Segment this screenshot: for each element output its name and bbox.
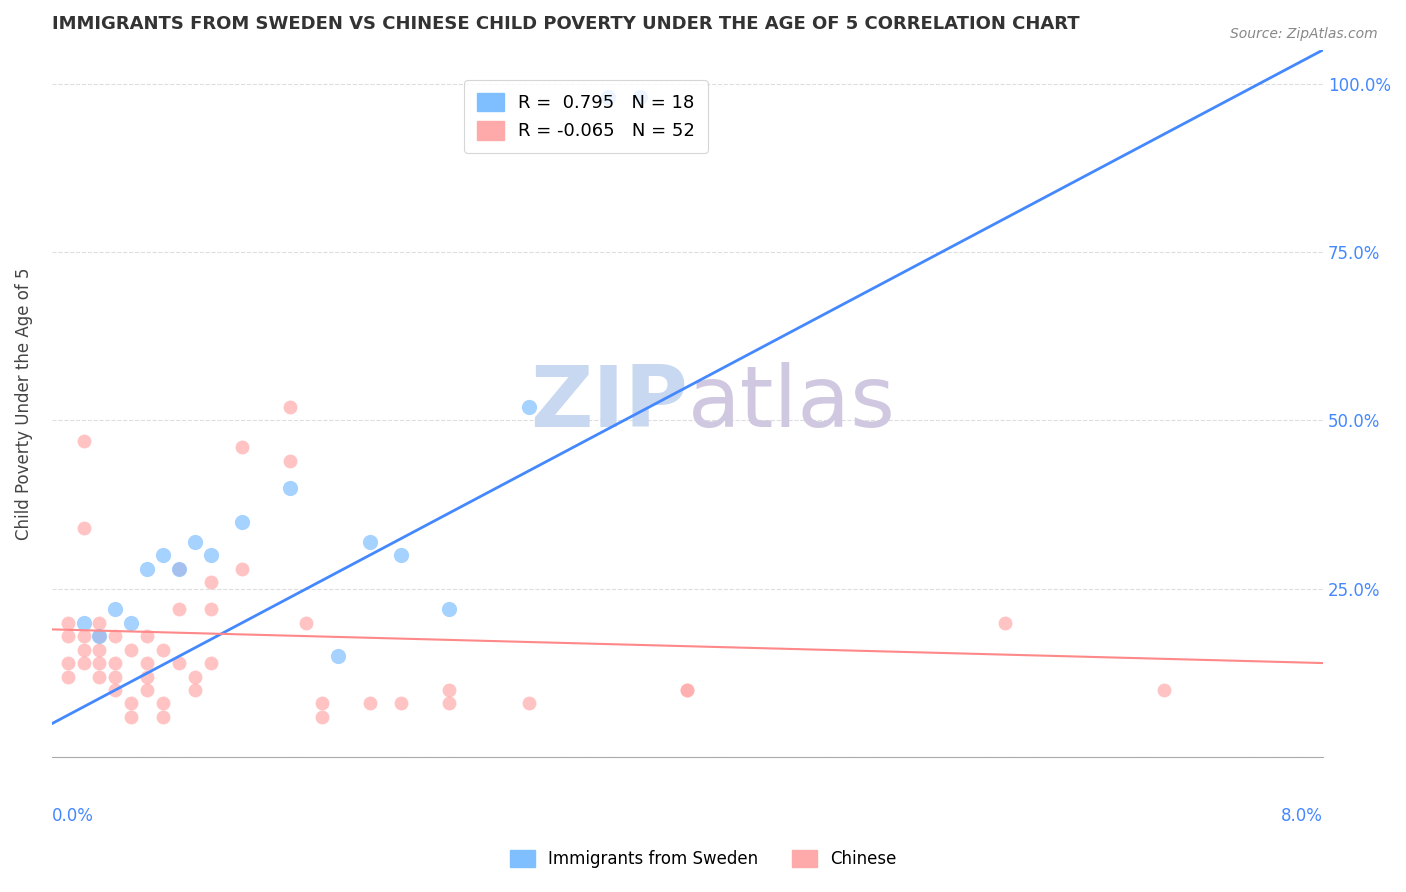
Point xyxy=(56,656,79,670)
Point xyxy=(89,615,111,630)
Point xyxy=(89,629,111,643)
Point xyxy=(184,669,207,683)
Point xyxy=(231,515,253,529)
Point xyxy=(152,642,174,657)
Point xyxy=(104,683,127,698)
Point xyxy=(152,710,174,724)
Point xyxy=(104,629,127,643)
Point xyxy=(200,656,222,670)
Point xyxy=(89,656,111,670)
Text: IMMIGRANTS FROM SWEDEN VS CHINESE CHILD POVERTY UNDER THE AGE OF 5 CORRELATION C: IMMIGRANTS FROM SWEDEN VS CHINESE CHILD … xyxy=(52,15,1080,33)
Point xyxy=(136,683,159,698)
Point xyxy=(231,441,253,455)
Point xyxy=(167,562,190,576)
Point xyxy=(120,615,142,630)
Legend: R =  0.795   N = 18, R = -0.065   N = 52: R = 0.795 N = 18, R = -0.065 N = 52 xyxy=(464,80,707,153)
Point xyxy=(359,534,381,549)
Point xyxy=(72,656,94,670)
Point xyxy=(104,656,127,670)
Point xyxy=(676,683,699,698)
Point xyxy=(72,615,94,630)
Point xyxy=(1153,683,1175,698)
Point xyxy=(152,697,174,711)
Point xyxy=(184,683,207,698)
Point xyxy=(72,642,94,657)
Point xyxy=(167,602,190,616)
Point xyxy=(167,562,190,576)
Point xyxy=(389,548,412,562)
Point xyxy=(359,697,381,711)
Point xyxy=(120,642,142,657)
Point xyxy=(72,629,94,643)
Point xyxy=(120,710,142,724)
Point xyxy=(200,548,222,562)
Point xyxy=(676,683,699,698)
Point xyxy=(104,602,127,616)
Point xyxy=(89,669,111,683)
Point xyxy=(56,615,79,630)
Point xyxy=(136,629,159,643)
Point xyxy=(311,710,333,724)
Point xyxy=(517,400,540,414)
Point xyxy=(200,602,222,616)
Y-axis label: Child Poverty Under the Age of 5: Child Poverty Under the Age of 5 xyxy=(15,268,32,540)
Point xyxy=(295,615,318,630)
Point xyxy=(167,656,190,670)
Text: Source: ZipAtlas.com: Source: ZipAtlas.com xyxy=(1230,27,1378,41)
Point xyxy=(56,629,79,643)
Point xyxy=(278,454,301,468)
Text: 0.0%: 0.0% xyxy=(52,807,94,825)
Point xyxy=(628,90,651,104)
Point xyxy=(326,649,349,664)
Point xyxy=(136,656,159,670)
Point xyxy=(278,481,301,495)
Point xyxy=(136,669,159,683)
Text: 8.0%: 8.0% xyxy=(1281,807,1323,825)
Text: ZIP: ZIP xyxy=(530,362,688,445)
Point xyxy=(200,575,222,590)
Point xyxy=(994,615,1017,630)
Point xyxy=(120,697,142,711)
Point xyxy=(517,697,540,711)
Point xyxy=(89,629,111,643)
Point xyxy=(437,602,460,616)
Point xyxy=(437,683,460,698)
Legend: Immigrants from Sweden, Chinese: Immigrants from Sweden, Chinese xyxy=(503,843,903,875)
Point xyxy=(72,434,94,448)
Point xyxy=(104,669,127,683)
Point xyxy=(89,642,111,657)
Point xyxy=(596,90,619,104)
Point xyxy=(56,669,79,683)
Point xyxy=(184,534,207,549)
Point xyxy=(231,562,253,576)
Point xyxy=(136,562,159,576)
Point xyxy=(311,697,333,711)
Point xyxy=(72,521,94,535)
Point xyxy=(152,548,174,562)
Point xyxy=(389,697,412,711)
Point xyxy=(437,697,460,711)
Text: atlas: atlas xyxy=(688,362,896,445)
Point xyxy=(278,400,301,414)
